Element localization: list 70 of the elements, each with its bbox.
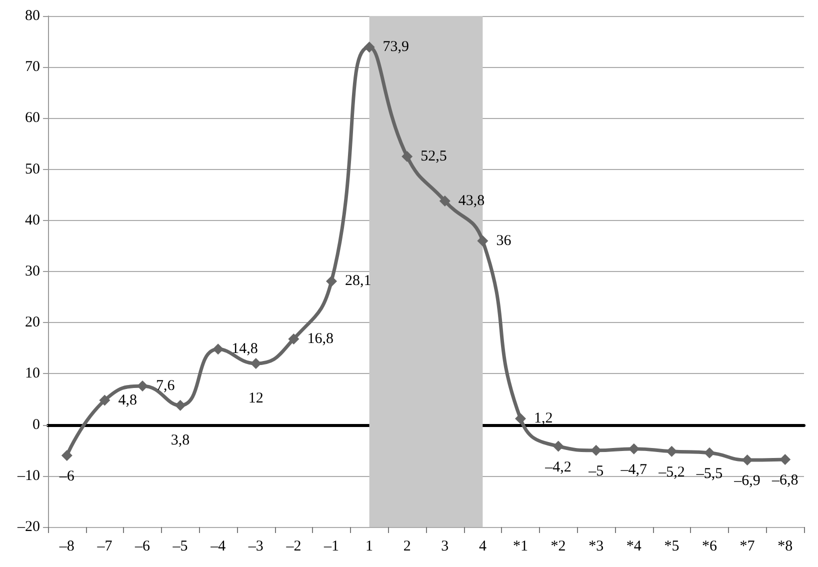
y-tick-label: 30 [25,264,40,280]
point [780,454,791,466]
data-label: 7,6 [156,378,176,394]
x-tick-label: *2 [550,538,566,554]
point [212,344,224,355]
data-label: 14,8 [232,341,258,358]
point [250,358,262,369]
x-tick-label: –1 [323,538,339,554]
y-tick-label: 70 [25,59,40,76]
point [704,447,715,458]
data-label: 4,8 [118,392,137,408]
data-label: 3,8 [170,432,190,448]
point [477,235,488,246]
data-label: 73,9 [382,39,410,56]
y-tick-label: 60 [25,110,40,126]
point [402,151,413,162]
x-tick-label: –3 [247,538,264,554]
point [364,42,375,53]
y-tick-label: –20 [16,519,40,535]
x-tick-label: *5 [664,538,680,554]
y-tick-label: 50 [25,161,40,178]
point [742,454,753,466]
point [439,195,450,206]
data-label: 36 [496,232,512,249]
y-tick-label: –10 [16,468,40,484]
point [515,413,526,424]
point [666,446,678,457]
data-label: –6 [58,468,75,484]
y-tick-label: 0 [32,416,40,433]
point [288,333,300,344]
data-label: –4,7 [620,462,648,478]
data-label: –5 [588,463,604,480]
x-tick-label: –7 [96,538,113,554]
data-label: –6,9 [733,473,760,490]
x-tick-label: –8 [58,538,74,554]
x-tick-label: 2 [403,538,411,554]
x-tick-label: –2 [285,538,302,554]
x-tick-label: *6 [702,538,718,554]
x-tick-label: *3 [588,538,604,554]
point [99,394,110,406]
x-tick-label: *1 [513,538,528,554]
x-tick-label: *4 [626,538,642,554]
y-tick-label: 10 [25,366,40,382]
data-label: –4,2 [544,459,572,476]
point [552,440,564,452]
data-label: 52,5 [420,148,447,165]
data-label: 12 [248,390,264,406]
data-label: –5,2 [658,464,685,480]
y-tick-label: 80 [25,8,40,24]
x-tick-label: –4 [210,538,226,554]
point [137,380,148,392]
data-label: 16,8 [307,330,334,347]
x-tick-label: 1 [366,538,374,554]
point [174,400,186,411]
data-label: –6,8 [770,472,798,489]
point [61,450,72,461]
x-tick-label: *7 [740,538,756,554]
data-label: 1,2 [534,410,553,427]
point [628,443,640,454]
data-label: –5,5 [695,466,723,482]
x-tick-label: –6 [134,538,150,554]
data-label: 28,1 [345,273,372,290]
x-tick-label: –5 [172,538,188,554]
x-tick-label: *8 [778,538,793,554]
point [326,276,337,287]
data-label: 43,8 [458,192,485,209]
x-tick-label: 3 [441,538,449,554]
y-tick-label: 40 [25,212,40,228]
x-tick-label: 4 [478,538,487,554]
y-tick-label: 20 [25,314,40,331]
